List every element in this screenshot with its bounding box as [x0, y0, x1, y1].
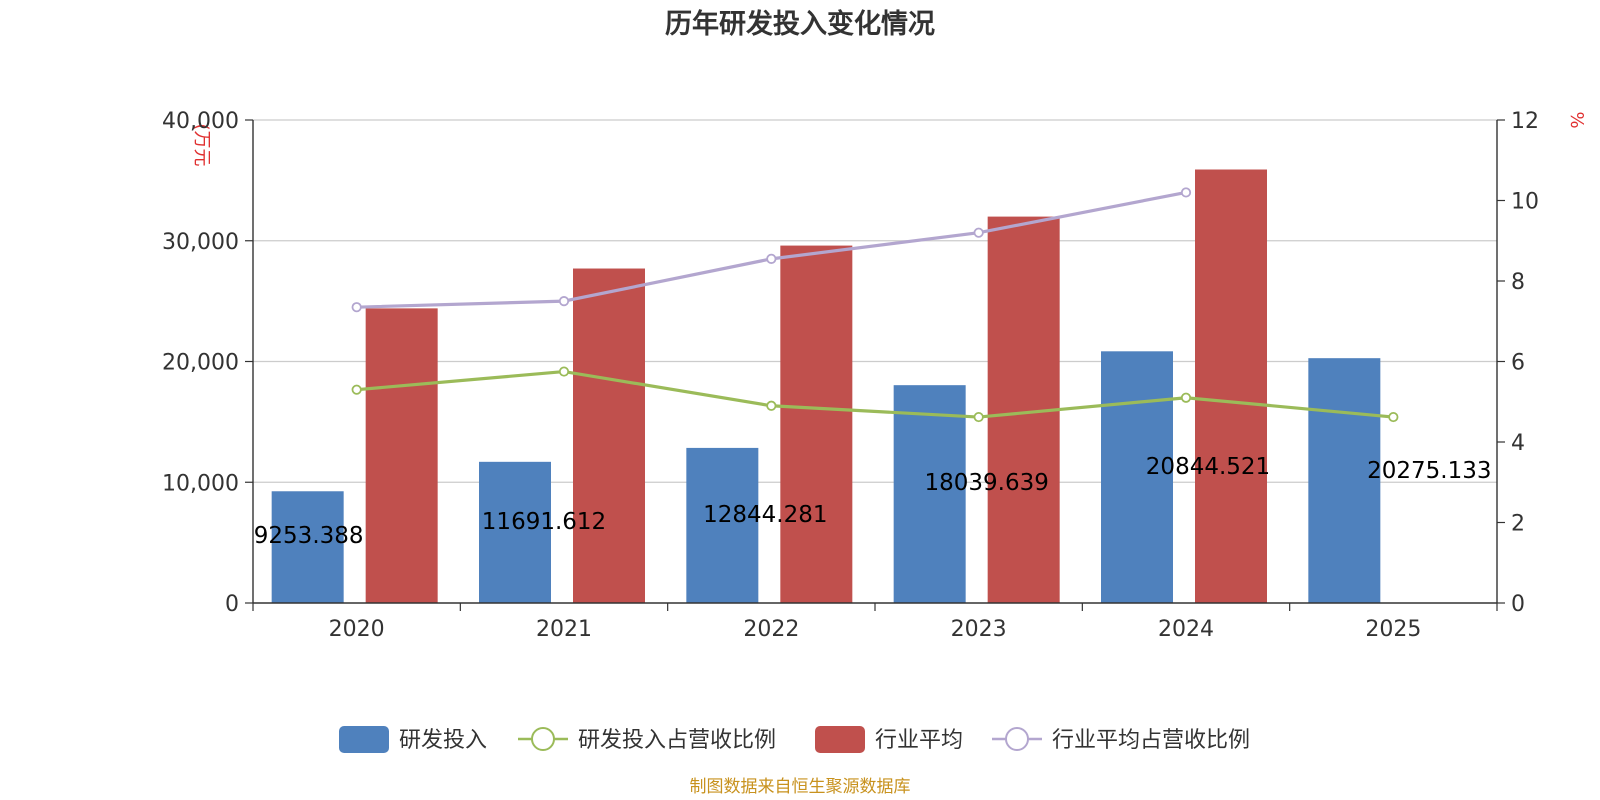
right-axis-unit: % — [1566, 111, 1587, 128]
bar-行业平均-2024 — [1195, 169, 1267, 603]
point-研发投入占营收比例-2023 — [973, 411, 984, 423]
bars — [271, 169, 1381, 603]
bar-行业平均-2021 — [573, 268, 645, 603]
data-label-2023: 18039.639 — [924, 470, 1048, 496]
bar-研发投入-2021 — [479, 461, 551, 603]
x-tick-label: 2022 — [743, 617, 799, 642]
point-研发投入占营收比例-2022 — [766, 400, 777, 411]
legend-label-行业平均占营收比例: 行业平均占营收比例 — [1052, 728, 1250, 753]
point-行业平均占营收比例-2024 — [1180, 187, 1192, 198]
legend: 研发投入 研发投入占营收比例 行业平均 行业平均占营收比例 — [339, 726, 1250, 753]
bar-研发投入-2023 — [893, 385, 966, 603]
legend-marker-行业平均占营收比例 — [1005, 727, 1029, 751]
lines — [351, 187, 1399, 423]
line-行业平均占营收比例 — [356, 190, 1187, 309]
x-tick-label: 2023 — [951, 617, 1007, 642]
point-行业平均占营收比例-2022 — [766, 253, 777, 264]
left-tick-label: 30,000 — [162, 230, 239, 255]
legend-marker-研发投入占营收比例 — [531, 727, 555, 751]
point-研发投入占营收比例-2024 — [1180, 392, 1192, 403]
grid — [253, 119, 1497, 483]
right-tick-label: 4 — [1511, 431, 1525, 456]
legend-label-行业平均: 行业平均 — [875, 728, 963, 753]
left-axis-unit: (万元 — [191, 123, 212, 166]
legend-swatch-行业平均 — [815, 726, 865, 753]
source-note: 制图数据来自恒生聚源数据库 — [690, 777, 911, 797]
data-label-2022: 12844.281 — [703, 502, 827, 528]
data-label-2024: 20844.521 — [1146, 454, 1270, 480]
point-研发投入占营收比例-2025 — [1388, 411, 1399, 423]
x-tick-label: 2021 — [536, 617, 592, 642]
legend-label-研发投入占营收比例: 研发投入占营收比例 — [578, 728, 776, 753]
data-label-2025: 20275.133 — [1367, 458, 1491, 484]
data-label-2020: 9253.388 — [254, 523, 364, 549]
bar-研发投入-2020 — [271, 491, 344, 603]
point-研发投入占营收比例-2021 — [558, 366, 570, 377]
legend-label-研发投入: 研发投入 — [399, 728, 487, 753]
bar-研发投入-2022 — [686, 447, 759, 603]
data-label-2021: 11691.612 — [482, 509, 606, 535]
line-研发投入占营收比例 — [356, 369, 1394, 419]
right-tick-label: 0 — [1511, 592, 1525, 617]
bar-研发投入-2024 — [1101, 351, 1173, 603]
right-tick-label: 8 — [1511, 270, 1525, 295]
right-tick-label: 2 — [1511, 512, 1525, 537]
right-tick-label: 12 — [1511, 109, 1539, 134]
right-tick-label: 6 — [1511, 351, 1525, 376]
chart-title: 历年研发投入变化情况 — [665, 8, 935, 40]
legend-swatch-研发投入 — [339, 726, 389, 753]
bar-行业平均-2022 — [780, 245, 853, 603]
point-行业平均占营收比例-2020 — [351, 302, 362, 313]
left-tick-label: 0 — [225, 592, 239, 617]
data-labels: 9253.388 11691.612 12844.281 18039.639 20844… — [254, 454, 1492, 549]
bar-研发投入-2025 — [1308, 358, 1381, 603]
point-行业平均占营收比例-2023 — [973, 227, 984, 238]
left-tick-label: 10,000 — [162, 471, 239, 496]
left-tick-label: 20,000 — [162, 351, 239, 376]
left-tick-label: 40,000 — [162, 109, 239, 134]
right-tick-label: 10 — [1511, 190, 1539, 215]
x-tick-label: 2025 — [1365, 617, 1421, 642]
bar-行业平均-2020 — [365, 308, 438, 603]
x-tick-label: 2024 — [1158, 617, 1214, 642]
point-研发投入占营收比例-2020 — [351, 384, 362, 395]
x-tick-label: 2020 — [329, 617, 385, 642]
point-行业平均占营收比例-2021 — [558, 296, 570, 307]
axes: 0 10,000 20,000 30,000 40,000 0 2 4 6 8 10 12 2020 20… — [162, 109, 1539, 642]
